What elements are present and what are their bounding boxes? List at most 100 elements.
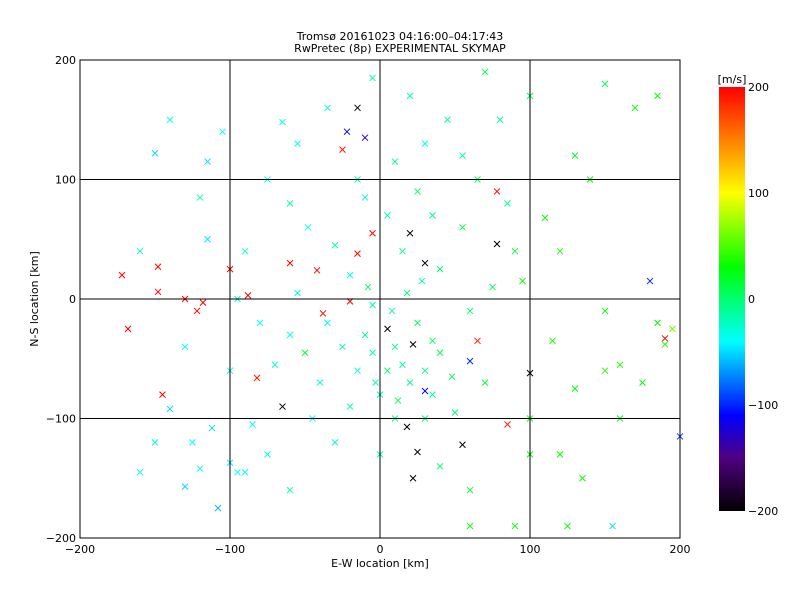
y-tick-label: 100 — [55, 174, 76, 187]
data-point — [346, 271, 354, 279]
data-point-stroke — [609, 522, 616, 530]
data-point-stroke — [601, 307, 609, 315]
data-point-stroke — [286, 200, 294, 207]
data-point-stroke — [414, 319, 421, 327]
data-point-stroke — [339, 343, 346, 351]
data-point — [601, 80, 609, 88]
data-point — [204, 158, 211, 165]
data-point-stroke — [271, 361, 279, 369]
data-point — [556, 247, 564, 255]
data-point — [444, 116, 451, 124]
data-point — [388, 307, 396, 315]
data-point — [579, 474, 586, 482]
data-point — [661, 341, 669, 348]
data-point-stroke — [388, 307, 396, 315]
data-point — [136, 468, 144, 476]
data-point — [609, 522, 616, 530]
data-point — [654, 92, 661, 100]
data-point-stroke — [208, 424, 216, 432]
axis-ticks: −200 −100 0 100 200 −200 −100 0 100 200 — [46, 54, 691, 556]
data-point — [654, 319, 661, 327]
data-point-stroke — [166, 116, 174, 124]
data-point-stroke — [429, 211, 436, 219]
data-point-stroke — [459, 441, 466, 449]
data-point — [646, 277, 654, 285]
data-point — [324, 104, 331, 112]
data-point — [264, 450, 271, 458]
data-point — [564, 522, 571, 530]
data-point — [421, 259, 429, 267]
data-point — [391, 343, 399, 351]
data-point-stroke — [324, 319, 331, 327]
data-point-stroke — [661, 335, 669, 342]
data-point — [124, 325, 132, 333]
data-point-stroke — [234, 468, 241, 476]
data-point-stroke — [244, 292, 252, 299]
data-point-stroke — [204, 235, 211, 243]
data-point-stroke — [361, 134, 369, 142]
data-point-stroke — [199, 299, 207, 306]
data-point-stroke — [459, 223, 466, 231]
data-point — [399, 361, 406, 369]
data-point — [459, 441, 466, 449]
data-point — [384, 211, 391, 219]
data-point — [199, 299, 207, 306]
data-point-stroke — [193, 307, 201, 315]
data-point-stroke — [369, 301, 376, 309]
data-point-stroke — [436, 265, 444, 273]
colorbar — [719, 87, 745, 511]
data-point-stroke — [466, 522, 474, 530]
data-point-stroke — [414, 448, 421, 456]
data-point-stroke — [343, 128, 351, 136]
data-point — [414, 188, 421, 195]
data-point-stroke — [406, 229, 414, 237]
y-tick-label: −100 — [46, 413, 76, 426]
data-point — [414, 319, 421, 327]
data-point — [384, 325, 391, 333]
colorbar-label: [m/s] — [718, 73, 747, 86]
data-point — [459, 223, 466, 231]
data-point — [631, 104, 639, 112]
data-point-stroke — [489, 283, 496, 291]
x-tick-label: 0 — [377, 543, 384, 556]
data-point-stroke — [519, 277, 526, 285]
data-point — [384, 367, 391, 375]
data-point-stroke — [466, 357, 474, 365]
data-point — [361, 331, 369, 339]
data-point — [166, 405, 174, 413]
data-point — [241, 247, 249, 255]
data-point-stroke — [369, 349, 376, 357]
colorbar-tick-label: 200 — [748, 81, 769, 94]
data-point-stroke — [241, 468, 249, 476]
data-point — [421, 387, 429, 395]
colorbar-tick-label: 0 — [748, 293, 755, 306]
data-point — [403, 289, 411, 297]
data-point — [451, 409, 459, 416]
data-point — [181, 483, 189, 490]
data-point-stroke — [474, 337, 481, 345]
data-point — [196, 194, 204, 201]
data-point — [256, 319, 264, 327]
data-point-stroke — [316, 379, 324, 387]
data-point-stroke — [189, 439, 196, 446]
data-point — [493, 188, 501, 195]
data-point — [429, 211, 436, 219]
data-point-stroke — [391, 158, 399, 165]
data-point — [118, 271, 126, 279]
data-point — [406, 229, 414, 237]
data-point-stroke — [493, 240, 501, 248]
data-point — [244, 292, 252, 299]
data-point-stroke — [631, 104, 639, 112]
data-point — [418, 277, 426, 285]
data-point — [364, 283, 372, 291]
data-point-stroke — [384, 325, 391, 333]
data-point-stroke — [196, 194, 204, 201]
data-point-stroke — [601, 80, 609, 88]
data-point — [361, 194, 369, 201]
data-point-stroke — [384, 367, 391, 375]
colorbar-tick-label: −200 — [748, 505, 778, 518]
data-point-stroke — [399, 361, 406, 369]
data-point-stroke — [346, 403, 354, 410]
data-point — [214, 504, 222, 512]
